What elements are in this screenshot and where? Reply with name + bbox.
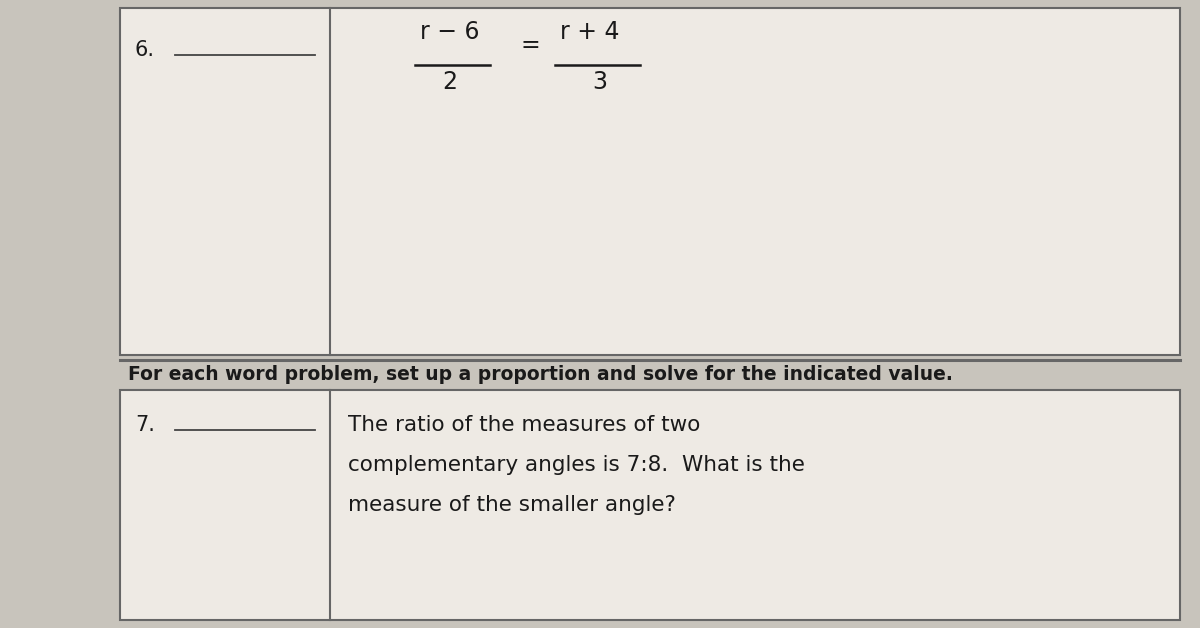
Text: 3: 3 xyxy=(593,70,607,94)
Text: measure of the smaller angle?: measure of the smaller angle? xyxy=(348,495,676,515)
Text: 6.: 6. xyxy=(134,40,155,60)
Text: r − 6: r − 6 xyxy=(420,20,480,44)
Text: 2: 2 xyxy=(443,70,457,94)
Text: The ratio of the measures of two: The ratio of the measures of two xyxy=(348,415,701,435)
Bar xyxy=(120,8,1180,355)
Text: complementary angles is 7:8.  What is the: complementary angles is 7:8. What is the xyxy=(348,455,805,475)
Text: =: = xyxy=(520,33,540,57)
Bar xyxy=(120,390,1180,620)
Text: r + 4: r + 4 xyxy=(560,20,619,44)
Text: 7.: 7. xyxy=(134,415,155,435)
Text: For each word problem, set up a proportion and solve for the indicated value.: For each word problem, set up a proporti… xyxy=(128,365,953,384)
